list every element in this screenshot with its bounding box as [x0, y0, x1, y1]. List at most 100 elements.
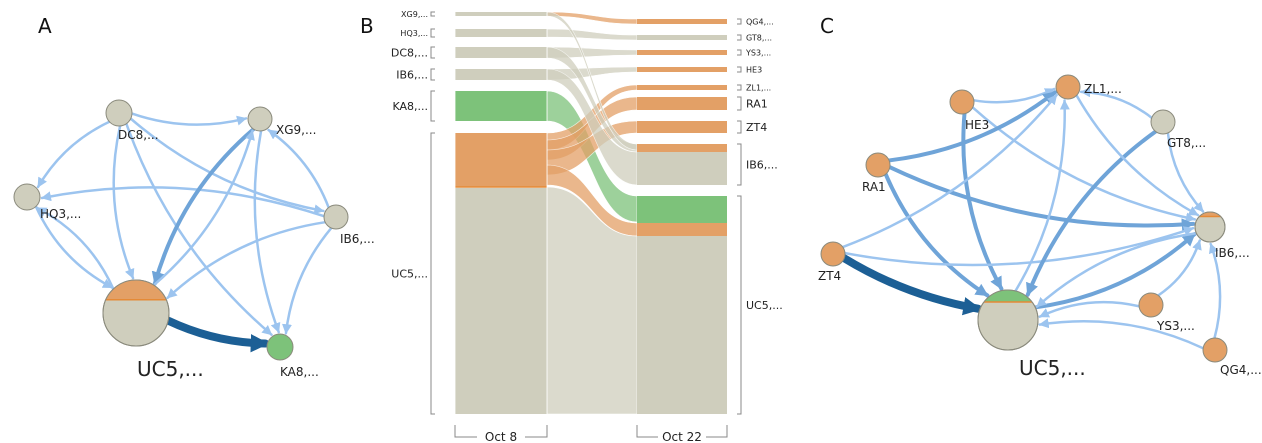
b-right-block-2-bracket: [737, 49, 742, 56]
a-node-ib6-label: IB6,...: [340, 232, 375, 246]
c-node-gt8-circle: [1150, 109, 1176, 135]
b-left-block-2-label: DC8,...: [391, 47, 428, 60]
a-node-ka8-circle: [266, 333, 294, 361]
a-edge-dc8-to-xg9: [130, 112, 248, 126]
panel-a-letter: A: [38, 14, 52, 38]
a-edge-dc8-to-hq3: [36, 120, 111, 189]
a-node-dc8: DC8,...: [105, 99, 159, 142]
c-edge-uc5-to-ib6: [1033, 232, 1197, 310]
a-node-ka8-label: KA8,...: [280, 365, 319, 379]
a-edge-ib6-to-xg9: [267, 128, 330, 209]
b-right-block-7-bracket: [737, 143, 742, 186]
b-right-block-6-bracket: [737, 120, 742, 134]
c-edge-zt4-to-zl1: [841, 93, 1058, 249]
b-left-block-0: [455, 12, 547, 16]
a-node-ib6: IB6,...: [323, 204, 375, 246]
b-right-block-3-label: HE3: [746, 66, 762, 75]
c-edge-zt4-to-uc5: [840, 254, 983, 316]
c-node-ra1-circle: [865, 152, 891, 178]
b-left-block-1-bracket: [430, 28, 435, 38]
c-edge-qg4-to-uc5: [1038, 318, 1205, 350]
a-node-dc8-circle: [105, 99, 133, 127]
c-edge-ra1-to-uc5: [883, 172, 990, 298]
a-edge-dc8-to-ka8: [125, 122, 273, 336]
panel-b-labels: XG9,... HQ3,... DC8,... IB6,... KA8,... UC5,.…: [391, 10, 783, 443]
a-edge-uc5-to-xg9: [152, 129, 255, 287]
c-node-he3: HE3: [949, 89, 989, 132]
panel-c-letter: C: [820, 14, 834, 38]
c-node-zl1: ZL1,...: [1055, 74, 1122, 100]
b-left-block-0-bracket: [430, 11, 435, 17]
c-node-uc5: UC5,...: [977, 289, 1086, 380]
c-node-ib6-outline: [1194, 211, 1226, 243]
b-right-block-3-bracket: [737, 66, 742, 73]
panel-c-nodes: ZL1,... HE3 GT8,... RA1 IB6,... ZT4 YS3,... UC5…: [818, 74, 1262, 380]
b-right-block-0-label: QG4,...: [746, 18, 774, 27]
c-node-zt4-circle: [820, 241, 846, 267]
b-right-block-6-label: ZT4: [746, 121, 767, 134]
c-edge-zt4-to-ib6: [843, 226, 1195, 267]
b-right-block-4: [637, 85, 727, 90]
b-left-block-1-label: HQ3,...: [400, 29, 428, 38]
panel-a-edges: [34, 112, 333, 353]
c-node-qg4: QG4,...: [1202, 337, 1262, 377]
c-edge-ra1-to-zl1: [887, 90, 1058, 163]
b-left-date-mask: [477, 430, 525, 443]
b-left-block-5-bracket: [430, 132, 435, 415]
b-right-block-1-label: GT8,...: [746, 34, 772, 43]
a-node-ka8: KA8,...: [266, 333, 319, 379]
b-right-block-2: [637, 50, 727, 55]
b-left-block-5-label: UC5,...: [391, 268, 428, 281]
a-edge-uc5-to-ka8: [164, 316, 270, 353]
c-node-he3-circle: [949, 89, 975, 115]
b-right-block-5: [637, 97, 727, 110]
panel-c-edges: [840, 87, 1222, 350]
b-left-block-2: [455, 47, 547, 58]
b-left-block-0-label: XG9,...: [401, 10, 428, 19]
b-right-block-3: [637, 67, 727, 72]
b-left-block-3: [455, 69, 547, 80]
c-node-gt8: GT8,...: [1150, 109, 1206, 150]
a-node-hq3-circle: [13, 183, 41, 211]
c-edge-ib6-to-uc5: [1035, 232, 1198, 308]
c-node-ib6-label: IB6,...: [1215, 246, 1250, 260]
a-node-hq3: HQ3,...: [13, 183, 81, 221]
b-right-block-8-gray: [637, 236, 727, 414]
c-edge-zl1-to-ib6: [1075, 94, 1200, 217]
c-node-gt8-label: GT8,...: [1167, 136, 1206, 150]
a-node-uc5-label: UC5,...: [137, 357, 204, 381]
b-left-block-3-bracket: [430, 68, 435, 81]
panel-b-letter: B: [360, 14, 374, 38]
c-node-zl1-label: ZL1,...: [1084, 82, 1122, 96]
b-left-block-5-orange: [455, 133, 547, 187]
b-left-column-outline: [454, 9, 548, 417]
c-node-ys3-label: YS3,...: [1156, 319, 1195, 333]
c-node-uc5-label: UC5,...: [1019, 356, 1086, 380]
panel-b: B XG9,... HQ3,... DC8,... IB6,... KA8,... UC5…: [360, 9, 783, 443]
panel-a: A DC8,... XG9,... HQ3,... IB6,... UC5,... KA8…: [13, 14, 375, 381]
b-left-block-4-label: KA8,...: [392, 100, 428, 113]
a-edge-hq3-to-uc5: [34, 205, 114, 289]
a-node-hq3-label: HQ3,...: [40, 207, 81, 221]
panel-b-flows: [546, 11, 638, 415]
b-flow-1: [546, 28, 638, 41]
panel-a-nodes: DC8,... XG9,... HQ3,... IB6,... UC5,... KA8,.…: [13, 99, 375, 381]
c-node-zl1-circle: [1055, 74, 1081, 100]
b-right-block-4-bracket: [737, 84, 742, 91]
c-edge-ys3-to-ib6: [1156, 239, 1202, 297]
c-node-ys3: YS3,...: [1138, 292, 1195, 333]
b-right-block-5-bracket: [737, 96, 742, 111]
b-left-block-4: [455, 91, 547, 121]
a-node-xg9-label: XG9,...: [276, 123, 316, 137]
b-right-block-4-label: ZL1,...: [746, 84, 771, 93]
c-edge-gt8-to-uc5: [1025, 129, 1158, 297]
b-right-block-8-bracket: [737, 195, 742, 415]
a-node-uc5-outline: [102, 279, 170, 347]
b-right-block-2-label: YS3,...: [745, 49, 771, 58]
b-right-block-6: [637, 121, 727, 133]
b-left-block-1: [455, 29, 547, 37]
c-node-he3-label: HE3: [965, 118, 989, 132]
b-right-block-7-orange: [637, 144, 727, 152]
b-right-block-0: [637, 19, 727, 24]
